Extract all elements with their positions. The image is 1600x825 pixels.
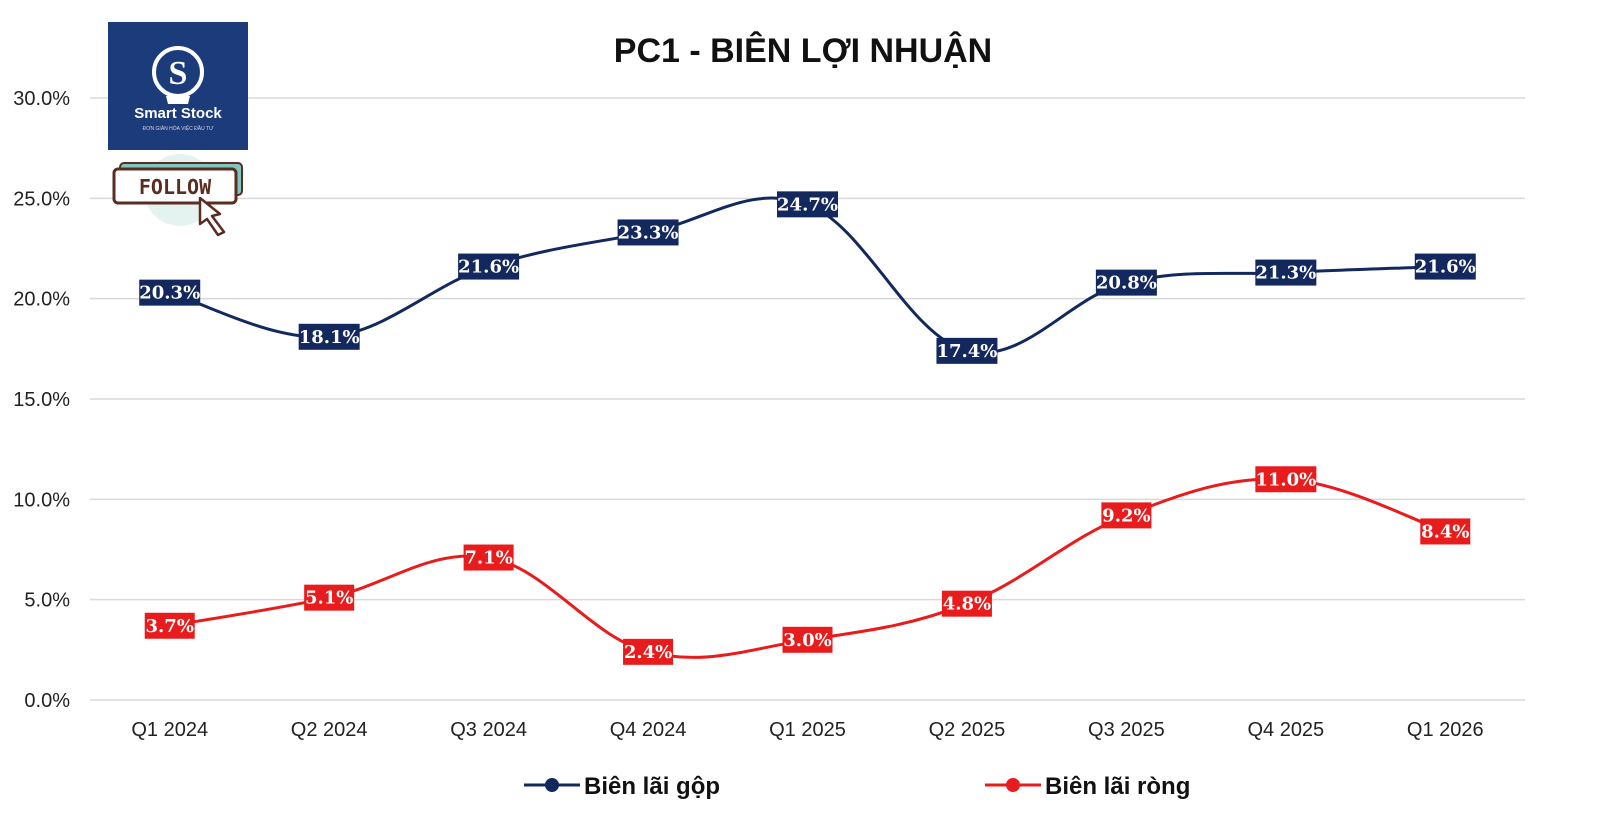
data-label-text: 4.8% [943, 594, 991, 615]
data-label-text: 21.6% [458, 257, 519, 278]
x-tick-label: Q4 2025 [1247, 719, 1324, 741]
data-label: 20.8% [1095, 269, 1157, 296]
legend: Biên lãi gộp Biên lãi ròng [524, 773, 1190, 800]
data-label-box [1101, 502, 1152, 529]
data-label-box [1255, 259, 1317, 286]
y-tick-label: 15.0% [13, 389, 70, 411]
x-tick-label: Q1 2025 [769, 719, 846, 741]
data-label-text: 11.0% [1255, 469, 1316, 490]
data-label-box [139, 279, 201, 306]
data-label-box [782, 626, 833, 653]
data-label: 3.0% [782, 626, 833, 653]
data-label-text: 24.7% [777, 194, 838, 215]
data-label: 4.8% [941, 590, 992, 617]
cursor-icon [198, 196, 226, 237]
x-tick-label: Q3 2024 [450, 719, 527, 741]
y-tick-label: 5.0% [24, 590, 70, 612]
smart-stock-logo: S Smart Stock ĐƠN GIẢN HÓA VIỆC ĐẦU TƯ [108, 22, 248, 150]
data-label-text: 20.8% [1096, 273, 1157, 294]
data-label: 3.7% [144, 612, 195, 639]
data-label-text: 21.6% [1415, 257, 1476, 278]
y-tick-label: 10.0% [13, 489, 70, 511]
x-tick-label: Q1 2026 [1407, 719, 1484, 741]
data-label: 17.4% [936, 337, 998, 364]
y-tick-label: 25.0% [13, 188, 70, 210]
data-label: 18.1% [298, 323, 360, 350]
data-label-box [941, 590, 992, 617]
data-label-box [936, 337, 998, 364]
data-label: 9.2% [1101, 502, 1152, 529]
x-tick-label: Q2 2024 [291, 719, 368, 741]
x-tick-label: Q3 2025 [1088, 719, 1165, 741]
data-label-text: 20.3% [139, 283, 200, 304]
data-label-text: 21.3% [1255, 263, 1316, 284]
data-label-box [304, 584, 355, 611]
data-label-box [1414, 253, 1476, 280]
data-label: 21.3% [1255, 259, 1317, 286]
data-label-text: 3.7% [146, 616, 194, 637]
data-label: 24.7% [777, 191, 838, 218]
series-line-gross-margin [169, 196, 1446, 355]
chart-title: PC1 - BIÊN LỢI NHUẬN [614, 32, 992, 70]
data-label: 7.1% [463, 544, 514, 571]
data-label: 5.1% [304, 584, 355, 611]
data-label-text: 17.4% [936, 341, 997, 362]
y-tick-label: 30.0% [13, 88, 70, 110]
data-label-box [144, 612, 195, 639]
data-label: 21.6% [458, 253, 520, 280]
data-label-box [458, 253, 520, 280]
x-tick-label: Q2 2025 [929, 719, 1006, 741]
x-axis-ticks: Q1 2024 Q2 2024 Q3 2024 Q4 2024 Q1 2025 Q2 20… [131, 719, 1483, 741]
data-label-box [1095, 269, 1157, 296]
x-tick-label: Q4 2024 [610, 719, 687, 741]
y-tick-label: 0.0% [24, 690, 70, 712]
legend-item-net: Biên lãi ròng [985, 773, 1190, 800]
data-label-text: 9.2% [1102, 505, 1150, 526]
x-tick-label: Q1 2024 [131, 719, 208, 741]
data-label-text: 2.4% [624, 642, 672, 663]
data-label: 21.6% [1414, 253, 1476, 280]
svg-text:FOLLOW: FOLLOW [139, 175, 212, 199]
data-label-text: 23.3% [618, 222, 679, 243]
data-label: 23.3% [617, 219, 679, 246]
data-label-box [1420, 518, 1471, 545]
data-label-text: 3.0% [783, 630, 831, 651]
legend-item-gross: Biên lãi gộp [524, 773, 720, 800]
data-label: 2.4% [623, 638, 674, 665]
svg-text:Smart Stock: Smart Stock [134, 105, 222, 122]
series-lines [169, 196, 1446, 659]
svg-text:ĐƠN GIẢN HÓA VIỆC ĐẦU TƯ: ĐƠN GIẢN HÓA VIỆC ĐẦU TƯ [143, 124, 214, 132]
data-label-text: 5.1% [305, 588, 353, 609]
data-label-text: 7.1% [464, 548, 512, 569]
follow-button[interactable]: FOLLOW [112, 154, 243, 237]
data-label: 8.4% [1420, 518, 1471, 545]
data-label-box [463, 544, 514, 571]
svg-text:Biên lãi ròng: Biên lãi ròng [1045, 773, 1190, 800]
y-axis-ticks: 0.0% 5.0% 10.0% 15.0% 20.0% 25.0% 30.0% [13, 88, 70, 712]
svg-text:Biên lãi gộp: Biên lãi gộp [584, 773, 720, 800]
data-labels: 20.3% 18.1% 21.6% 23.3% 24.7% 17.4% 20.8% 21.3%… [139, 191, 1476, 665]
data-label-box [298, 323, 360, 350]
data-label: 20.3% [139, 279, 201, 306]
data-label-box [1255, 466, 1317, 493]
svg-text:S: S [169, 55, 188, 92]
data-label-text: 8.4% [1421, 521, 1469, 542]
y-tick-label: 20.0% [13, 289, 70, 311]
data-label-box [623, 638, 674, 665]
data-label: 11.0% [1255, 466, 1317, 493]
data-label-box [777, 191, 838, 218]
data-label-text: 18.1% [299, 327, 360, 348]
data-label-box [617, 219, 679, 246]
